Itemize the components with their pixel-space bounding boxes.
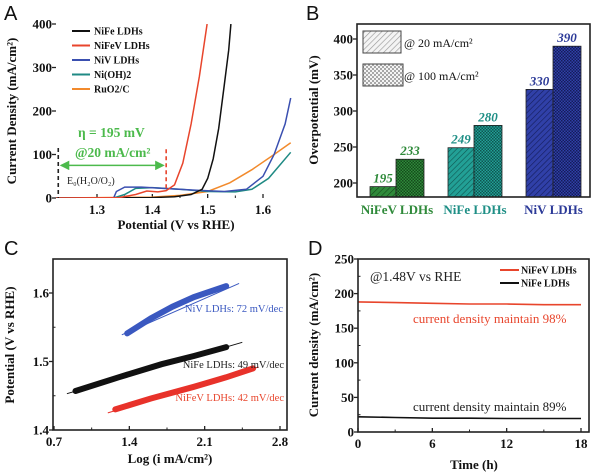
legend-swatch-hatched [362, 30, 402, 54]
panel-letter-a: A [4, 3, 18, 25]
x-tick-label: 0 [355, 436, 362, 451]
bar-niv-ldhs-20 [525, 89, 554, 198]
legend-label: @ 20 mA/cm² [404, 36, 473, 50]
y-tick-label: 100 [335, 355, 355, 370]
legend-swatch-checkered [362, 63, 404, 87]
axes-frame [52, 258, 288, 431]
y-axis-title: Potential (V vs RHE) [2, 286, 17, 403]
x-tick-label: 1.4 [144, 202, 161, 217]
y-tick-label: 0 [348, 425, 355, 440]
retention-annotation-nifev: current density maintain 98% [413, 311, 567, 326]
y-tick-label: 100 [33, 147, 53, 162]
legend-label: NiV LDHs [94, 56, 139, 67]
e0-label: E₀(H₂O/O₂) [67, 176, 115, 187]
bar-data-label: 280 [477, 109, 498, 124]
data-line-nifev-ldhs [112, 365, 257, 413]
series-label-nife: NiFe LDHs: 49 mV/dec [183, 360, 285, 371]
series-label-niv: NiV LDHs: 72 mV/dec [185, 304, 283, 315]
y-tick-label: 200 [334, 176, 354, 191]
bar-nife-ldhs-100 [473, 125, 503, 198]
y-tick-label: 300 [334, 104, 354, 119]
bar-data-label: 195 [373, 171, 393, 186]
y-tick-label: 250 [335, 252, 355, 267]
x-axis-title: Potential (V vs RHE) [117, 217, 234, 232]
category-label: NiFe LDHs [443, 202, 506, 217]
legend-label: NiFeV LDHs [94, 41, 150, 52]
bar-data-label: 249 [450, 132, 471, 147]
x-tick-label: 12 [500, 436, 513, 451]
y-tick-label: 200 [335, 286, 355, 301]
bar-nifev-ldhs-20 [369, 186, 397, 198]
panel-a-lsv-chart: 0 100 200 300 400 1.3 1.4 1.5 1.6 η = 195 mV @20 m… [4, 17, 292, 232]
series-line-nife-ldhs [56, 24, 232, 198]
y-tick-label: 400 [33, 17, 53, 32]
series-line-nifev-ldhs [357, 301, 581, 306]
bar-data-label: 330 [529, 73, 550, 88]
bar-niv-ldhs-100 [552, 45, 582, 198]
bar-nifev-ldhs-100 [395, 158, 425, 198]
panel-d-stability-chart: 0 50 100 150 200 250 0 6 12 18 @1.48V vs RHE NiFeV … [306, 252, 590, 472]
category-label: NiFeV LDHs [361, 202, 433, 217]
axes-frame [357, 258, 590, 433]
y-axis-title: Current density (mA/cm²) [306, 273, 321, 417]
x-tick-label: 2.1 [197, 434, 213, 449]
y-tick-label: 300 [33, 60, 53, 75]
y-tick-label: 1.5 [33, 354, 50, 369]
y-tick-label: 1.6 [33, 286, 50, 301]
legend-label: NiFe LDHs [94, 27, 143, 38]
panel-letter-c: C [4, 238, 18, 260]
legend-label: RuO2/C [94, 85, 130, 96]
y-axis-title: Current Density (mA/cm²) [4, 38, 19, 185]
retention-annotation-nife: current density maintain 89% [413, 399, 567, 414]
legend-label: @ 100 mA/cm² [404, 69, 479, 83]
y-tick-label: 0 [46, 191, 53, 206]
x-tick-label: 18 [575, 436, 589, 451]
x-tick-label: 2.8 [272, 434, 289, 449]
y-tick-label: 1.4 [33, 423, 50, 438]
x-tick-label: 1.3 [89, 202, 106, 217]
category-label: NiV LDHs [524, 202, 583, 217]
y-tick-label: 250 [334, 140, 354, 155]
data-line-niv-ldhs [124, 283, 230, 337]
x-tick-label: 0.7 [46, 434, 63, 449]
bar-data-label: 390 [556, 30, 577, 45]
bar-nife-ldhs-20 [447, 147, 475, 198]
data-line-nife-ldhs [72, 344, 230, 394]
y-tick-label: 50 [341, 390, 354, 405]
axes-frame [356, 23, 591, 198]
y-tick-label: 350 [334, 68, 354, 83]
x-tick-label: 1.4 [121, 434, 138, 449]
series-line-niv-ldhs [56, 97, 292, 198]
x-axis-title: Log (i mA/cm²) [128, 451, 213, 466]
panel-b-overpotential-chart: 200 250 300 350 400 195 233 NiFeV LDHs 249 280 NiF… [306, 23, 591, 217]
x-tick-label: 1.5 [200, 202, 217, 217]
current-annotation: @20 mA/cm² [75, 145, 150, 160]
eta-annotation: η = 195 mV [78, 125, 145, 140]
panel-letter-b: B [306, 3, 319, 25]
x-axis-title: Time (h) [450, 457, 498, 472]
legend-label: Ni(OH)2 [94, 70, 131, 81]
bar-data-label: 233 [399, 143, 420, 158]
condition-label: @1.48V vs RHE [370, 269, 461, 284]
x-tick-label: 6 [429, 436, 436, 451]
panel-letter-d: D [308, 238, 322, 260]
y-tick-label: 150 [335, 321, 355, 336]
series-label-nifev: NiFeV LDHs: 42 mV/dec [175, 393, 284, 404]
x-tick-label: 1.6 [255, 202, 272, 217]
legend-label: NiFeV LDHs [521, 266, 577, 277]
y-tick-label: 400 [334, 32, 354, 47]
legend-label: NiFe LDHs [521, 279, 570, 290]
y-tick-label: 200 [33, 104, 53, 119]
y-axis-title: Overpotential (mV) [306, 55, 321, 164]
series-line-nife-ldhs [357, 416, 581, 420]
series-line-nifev-ldhs [56, 24, 208, 198]
